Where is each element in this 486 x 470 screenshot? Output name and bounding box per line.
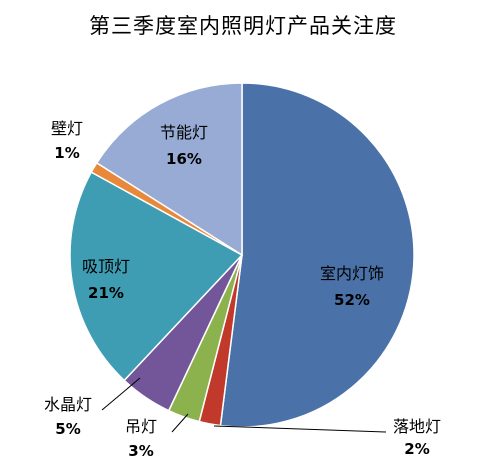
- pie-slice-7: [95, 82, 243, 257]
- slice-label-3: 吊灯: [125, 417, 157, 436]
- slice-label-2: 落地灯: [393, 417, 441, 436]
- slice-value-label-1: 52%: [334, 291, 370, 309]
- chart-title: 第三季度室内照明灯产品关注度: [89, 14, 397, 38]
- slice-value-label-2: 2%: [404, 440, 429, 458]
- slice-label-7: 节能灯: [160, 123, 208, 142]
- slice-value-label-3: 3%: [128, 442, 153, 460]
- leader-line-4: [101, 377, 141, 411]
- leader-line-3: [171, 413, 189, 433]
- slice-value-label-5: 21%: [88, 284, 124, 302]
- slice-label-1: 室内灯饰: [320, 264, 384, 283]
- leader-line-2: [213, 425, 387, 433]
- pie-slice-1: [219, 82, 415, 428]
- slice-label-6: 壁灯: [51, 119, 83, 138]
- slice-value-label-7: 16%: [166, 150, 202, 168]
- slice-label-5: 吸顶灯: [82, 257, 130, 276]
- slice-label-4: 水晶灯: [44, 395, 92, 414]
- slice-value-label-4: 5%: [55, 420, 80, 438]
- slice-value-label-6: 1%: [54, 144, 79, 162]
- pie-slice-5: [69, 171, 244, 382]
